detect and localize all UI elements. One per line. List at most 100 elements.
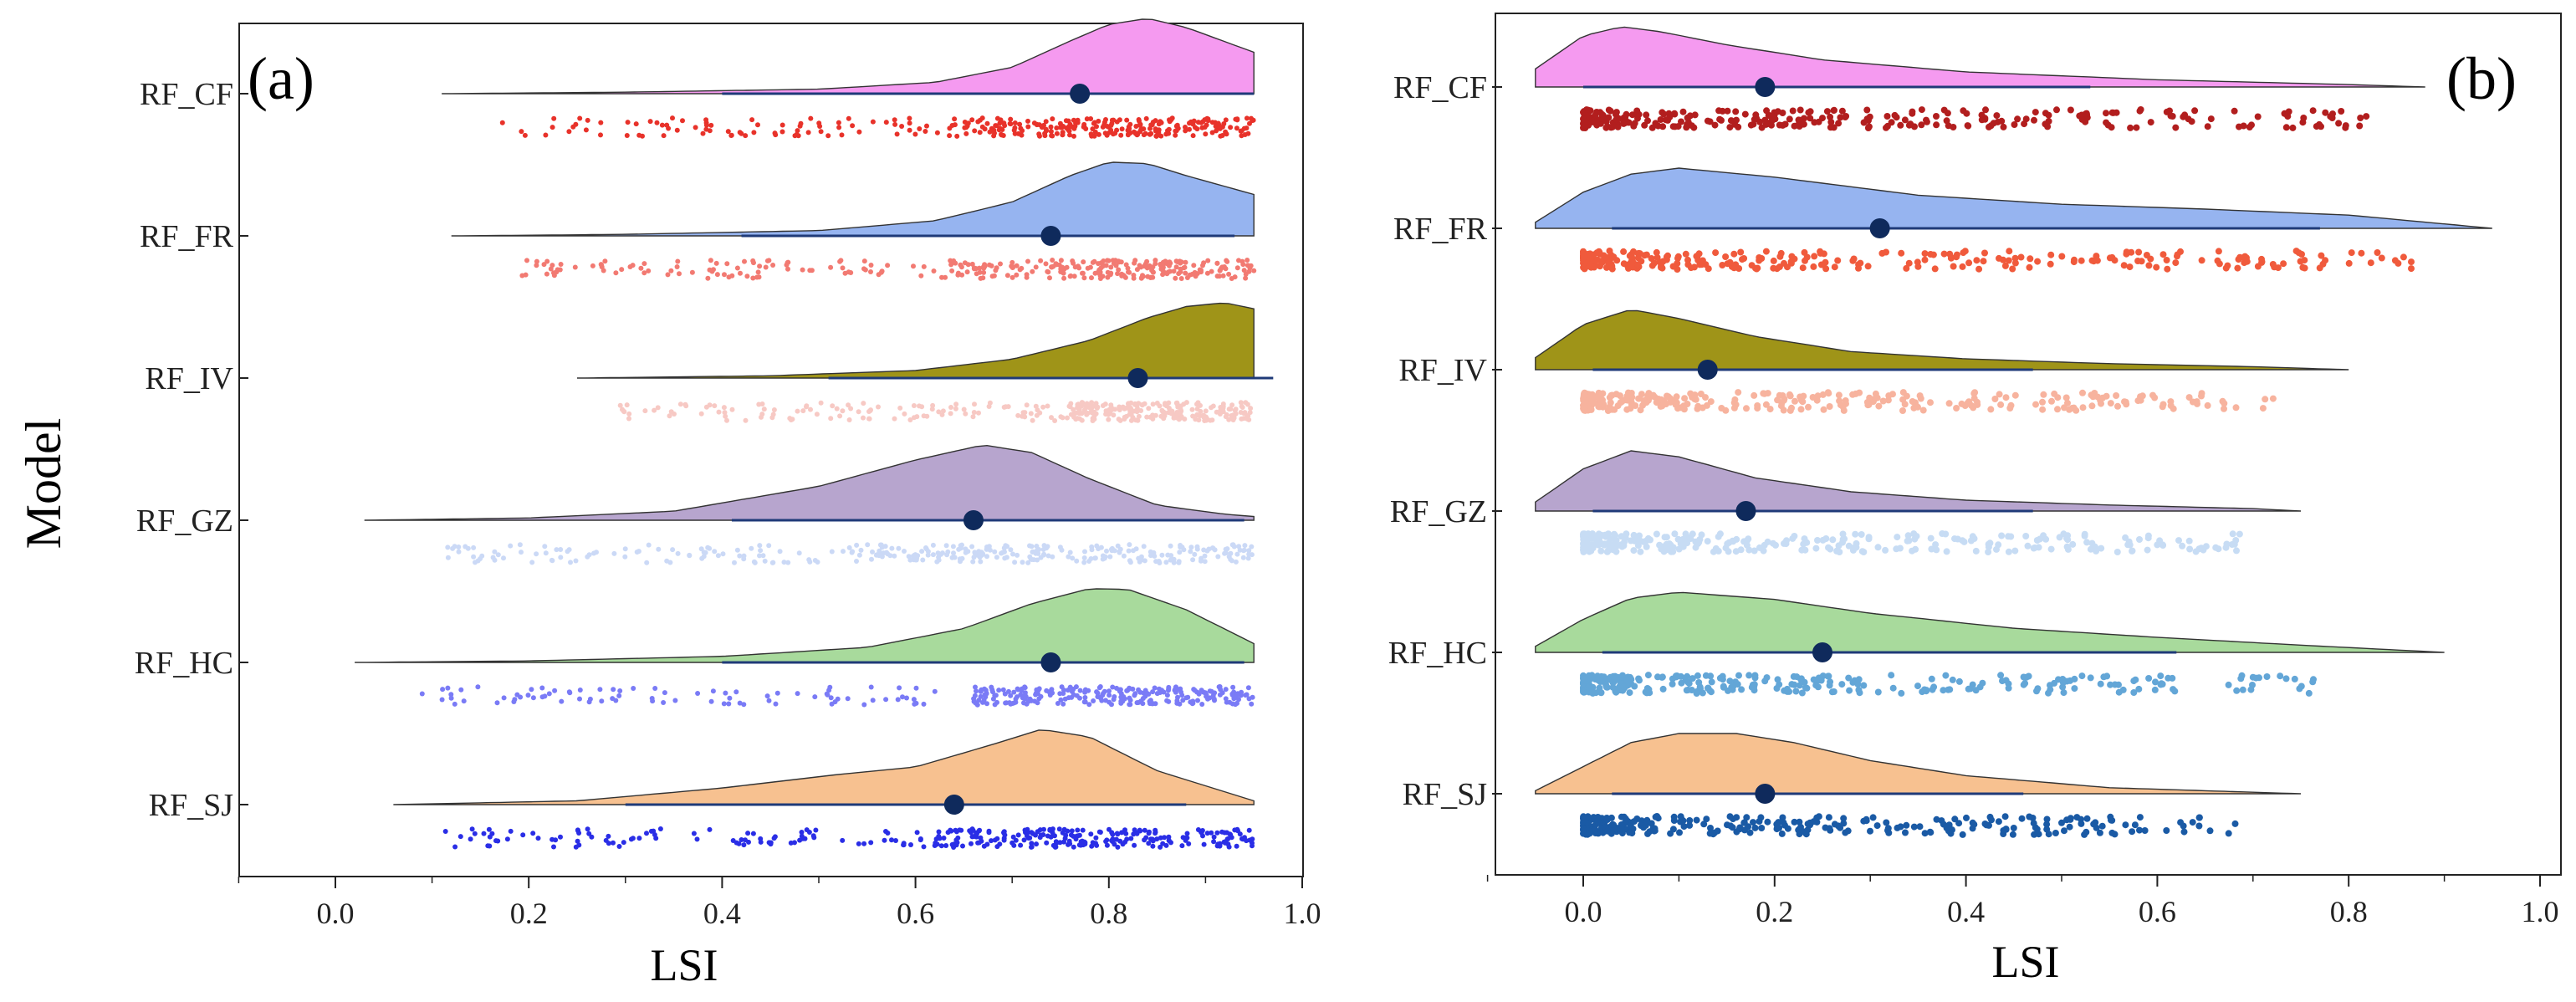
data-point-RF_SJ <box>1234 843 1239 849</box>
data-point-RF_SJ <box>958 827 964 833</box>
data-point-RF_SJ <box>508 828 514 834</box>
data-point-RF_HC <box>1077 695 1082 701</box>
data-point-RF_IV <box>1743 405 1750 412</box>
data-point-RF_GZ <box>1133 546 1139 552</box>
data-point-RF_FR <box>707 267 713 273</box>
data-point-RF_CF <box>982 126 988 132</box>
data-point-RF_GZ <box>1692 538 1699 545</box>
data-point-RF_GZ <box>2195 545 2203 553</box>
data-point-RF_FR <box>2367 259 2374 267</box>
data-point-RF_CF <box>1608 123 1616 130</box>
data-point-RF_GZ <box>1202 559 1208 565</box>
data-point-RF_IV <box>1644 391 1652 399</box>
data-point-RF_IV <box>866 416 872 422</box>
data-point-RF_GZ <box>841 549 846 555</box>
data-point-RF_IV <box>1866 394 1873 401</box>
data-point-RF_FR <box>1173 275 1178 281</box>
data-point-RF_CF <box>952 116 958 122</box>
y-tick-label: RF_IV <box>1398 353 1487 388</box>
data-point-RF_SJ <box>1062 836 1068 841</box>
data-point-RF_SJ <box>1199 828 1205 833</box>
data-point-RF_GZ <box>2022 533 2030 539</box>
data-point-RF_CF <box>1018 125 1024 131</box>
data-point-RF_IV <box>1865 401 1873 408</box>
data-point-RF_HC <box>1708 678 1715 686</box>
data-point-RF_HC <box>552 688 558 693</box>
data-point-RF_CF <box>2254 113 2262 120</box>
data-point-RF_FR <box>1788 253 1796 260</box>
data-point-RF_GZ <box>1044 545 1050 551</box>
data-point-RF_IV <box>756 401 762 407</box>
data-point-RF_HC <box>1825 672 1832 680</box>
data-point-RF_SJ <box>941 836 947 841</box>
data-point-RF_FR <box>2026 263 2033 271</box>
data-point-RF_SJ <box>1239 836 1245 842</box>
data-point-RF_CF <box>566 129 572 135</box>
data-point-RF_IV <box>1146 406 1152 412</box>
data-point-RF_FR <box>948 262 954 268</box>
data-point-RF_SJ <box>520 832 526 838</box>
data-point-RF_FR <box>524 258 529 263</box>
data-point-RF_GZ <box>1675 545 1683 553</box>
data-point-RF_FR <box>544 271 549 277</box>
data-point-RF_GZ <box>1088 556 1094 561</box>
data-point-RF_CF <box>661 133 667 139</box>
data-point-RF_SJ <box>840 837 846 843</box>
data-point-RF_FR <box>2134 258 2142 264</box>
data-point-RF_FR <box>2215 248 2222 255</box>
data-point-RF_CF <box>2231 107 2238 115</box>
data-point-RF_IV <box>1193 417 1199 422</box>
data-point-RF_CF <box>1791 122 1798 130</box>
data-point-RF_CF <box>1054 130 1060 136</box>
data-point-RF_FR <box>627 264 633 269</box>
data-point-RF_FR <box>708 258 713 263</box>
data-point-RF_IV <box>2114 402 2121 410</box>
data-point-RF_FR <box>619 267 625 273</box>
data-point-RF_CF <box>1203 131 1209 137</box>
data-point-RF_FR <box>1980 258 1987 265</box>
data-point-RF_IV <box>642 408 648 414</box>
data-point-RF_CF <box>1614 123 1622 130</box>
data-point-RF_FR <box>1090 259 1096 265</box>
data-point-RF_GZ <box>1791 533 1798 539</box>
data-point-RF_FR <box>1737 248 1745 256</box>
data-point-RF_FR <box>980 275 986 281</box>
data-point-RF_HC <box>1889 684 1897 692</box>
data-point-RF_HC <box>2159 681 2166 688</box>
data-point-RF_IV <box>1245 401 1250 407</box>
data-point-RF_IV <box>652 407 657 413</box>
data-point-RF_CF <box>1048 124 1054 130</box>
data-point-RF_SJ <box>1123 831 1129 836</box>
data-point-RF_FR <box>2027 255 2034 263</box>
data-point-RF_IV <box>1735 389 1742 396</box>
data-point-RF_SJ <box>978 835 984 841</box>
data-point-RF_HC <box>1999 677 2006 685</box>
data-point-RF_GZ <box>944 552 950 558</box>
data-point-RF_FR <box>1864 263 1872 270</box>
data-point-RF_CF <box>1205 116 1211 122</box>
data-point-RF_GZ <box>456 544 462 550</box>
data-point-RF_SJ <box>901 842 907 848</box>
data-point-RF_HC <box>597 687 603 693</box>
data-point-RF_GZ <box>1911 535 1919 543</box>
data-point-RF_HC <box>458 687 464 693</box>
data-point-RF_CF <box>2076 112 2083 120</box>
data-point-RF_FR <box>1905 259 1913 267</box>
data-point-RF_FR <box>911 263 916 269</box>
data-point-RF_GZ <box>712 549 718 555</box>
data-point-RF_CF <box>1224 131 1229 137</box>
data-point-RF_CF <box>1950 124 1957 130</box>
data-point-RF_IV <box>2269 395 2277 402</box>
data-point-RF_FR <box>1777 249 1785 257</box>
data-point-RF_FR <box>541 262 547 268</box>
data-point-RF_CF <box>912 131 918 137</box>
data-point-RF_IV <box>1203 408 1209 414</box>
data-point-RF_IV <box>1681 395 1689 402</box>
data-point-RF_CF <box>1669 123 1677 130</box>
data-point-RF_HC <box>795 691 800 697</box>
data-point-RF_IV <box>2185 394 2193 401</box>
data-point-RF_HC <box>974 688 979 694</box>
data-point-RF_CF <box>1923 116 1929 124</box>
data-point-RF_SJ <box>2180 822 2187 830</box>
data-point-RF_SJ <box>1132 842 1137 848</box>
